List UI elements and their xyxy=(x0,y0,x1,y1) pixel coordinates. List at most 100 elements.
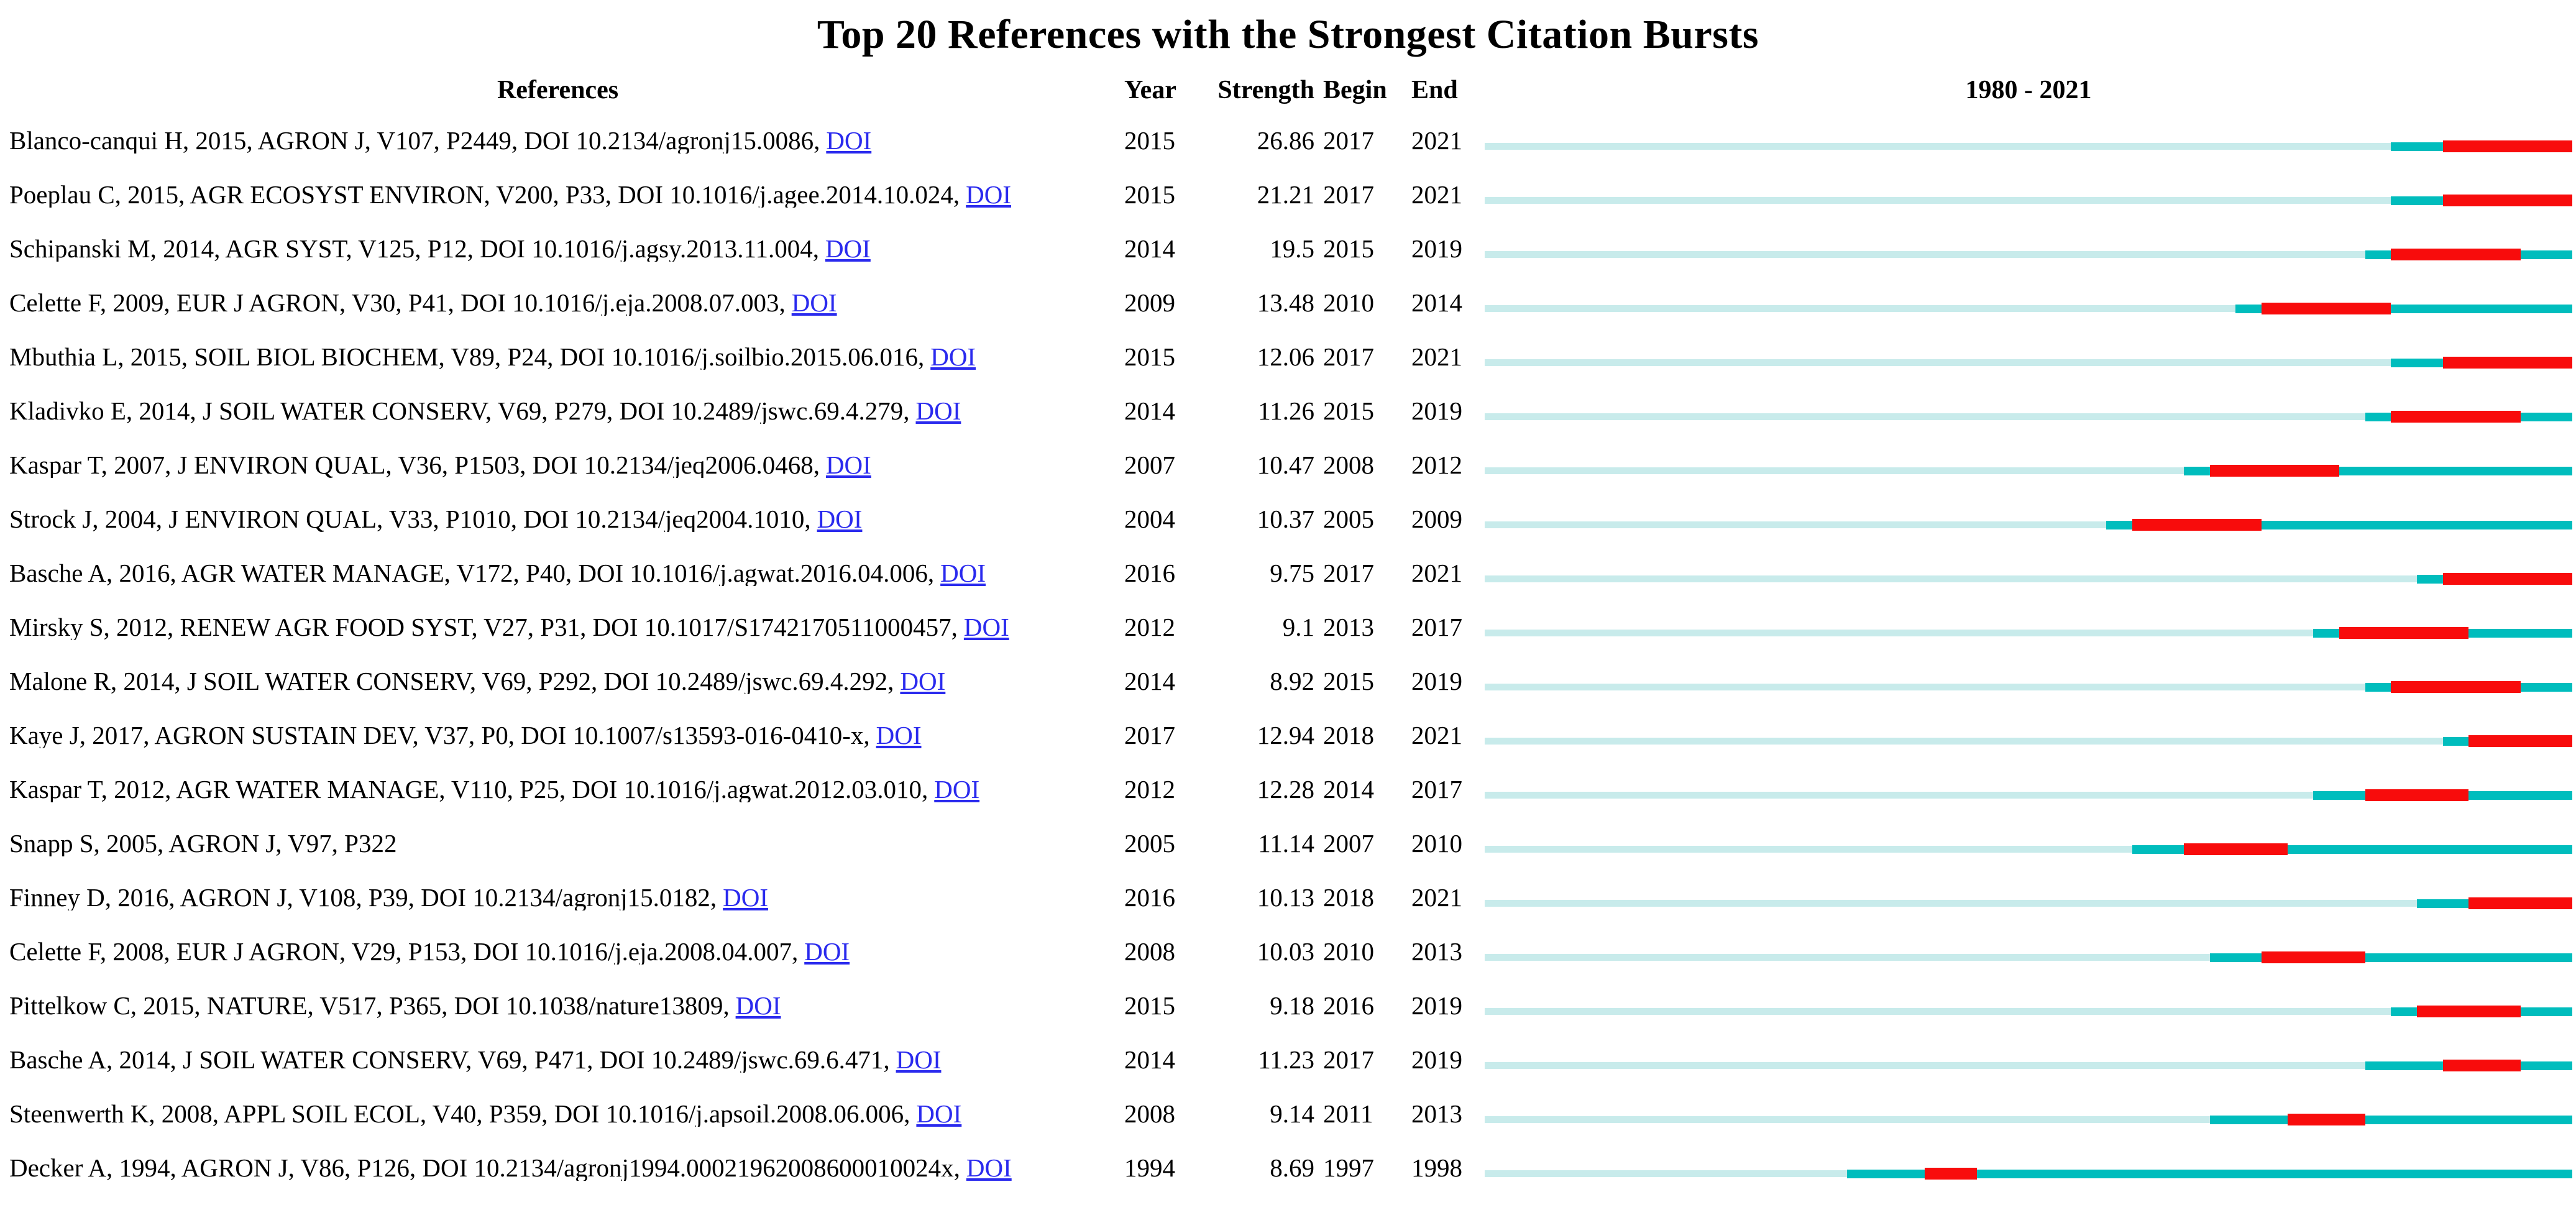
strength-cell: 10.47 xyxy=(1257,451,1314,480)
begin-cell: 2007 xyxy=(1323,829,1374,858)
doi-link[interactable]: DOI xyxy=(916,1101,962,1127)
citation-burst-bar xyxy=(1485,735,2572,748)
end-cell: 2021 xyxy=(1411,126,1462,155)
doi-link[interactable]: DOI xyxy=(876,723,922,749)
column-header-year: Year xyxy=(1124,76,1176,105)
reference-text: Kladivko E, 2014, J SOIL WATER CONSERV, … xyxy=(9,398,910,424)
strength-cell: 10.37 xyxy=(1257,505,1314,534)
begin-cell: 2016 xyxy=(1323,991,1374,1020)
pre-publication-segment xyxy=(1485,846,2132,853)
doi-link[interactable]: DOI xyxy=(940,561,986,587)
citation-burst-bar xyxy=(1485,1006,2572,1018)
citation-burst-bar xyxy=(1485,843,2572,856)
doi-link[interactable]: DOI xyxy=(825,452,871,479)
post-burst-segment xyxy=(2520,682,2572,692)
citation-burst-bar xyxy=(1485,249,2572,261)
pre-burst-segment xyxy=(2442,736,2469,746)
post-burst-segment xyxy=(2339,466,2572,475)
reference-text: Blanco-canqui H, 2015, AGRON J, V107, P2… xyxy=(9,128,820,154)
burst-segment xyxy=(2261,303,2391,315)
doi-link[interactable]: DOI xyxy=(723,885,769,911)
year-cell: 2012 xyxy=(1124,775,1175,804)
pre-burst-segment xyxy=(1847,1169,1925,1178)
doi-link[interactable]: DOI xyxy=(791,290,837,316)
timeline-cell xyxy=(1476,351,2576,369)
reference-text: Celette F, 2009, EUR J AGRON, V30, P41, … xyxy=(9,290,786,316)
timeline-cell xyxy=(1476,405,2576,423)
timeline-cell xyxy=(1476,1162,2576,1180)
doi-link[interactable]: DOI xyxy=(735,993,781,1019)
pre-publication-segment xyxy=(1485,467,2184,475)
doi-link[interactable]: DOI xyxy=(963,615,1009,641)
table-row: Finney D, 2016, AGRON J, V108, P39, DOI … xyxy=(0,871,2576,925)
reference-text: Basche A, 2016, AGR WATER MANAGE, V172, … xyxy=(9,561,935,587)
reference-cell: Strock J, 2004, J ENVIRON QUAL, V33, P10… xyxy=(0,506,1116,532)
year-cell: 2016 xyxy=(1124,559,1175,588)
citation-burst-bar xyxy=(1485,140,2572,153)
doi-link[interactable]: DOI xyxy=(934,777,980,803)
burst-segment xyxy=(2391,411,2521,423)
post-burst-segment xyxy=(2287,845,2572,854)
end-cell: 2021 xyxy=(1411,721,1462,750)
table-row: Kaspar T, 2007, J ENVIRON QUAL, V36, P15… xyxy=(0,438,2576,492)
timeline-cell xyxy=(1476,189,2576,207)
reference-cell: Malone R, 2014, J SOIL WATER CONSERV, V6… xyxy=(0,669,1116,694)
year-cell: 2009 xyxy=(1124,288,1175,318)
year-cell: 2014 xyxy=(1124,396,1175,426)
citation-burst-bar xyxy=(1485,627,2572,639)
year-cell: 2014 xyxy=(1124,234,1175,264)
table-row: Strock J, 2004, J ENVIRON QUAL, V33, P10… xyxy=(0,492,2576,546)
reference-cell: Poeplau C, 2015, AGR ECOSYST ENVIRON, V2… xyxy=(0,182,1116,208)
doi-link[interactable]: DOI xyxy=(915,398,961,424)
timeline-cell xyxy=(1476,1054,2576,1072)
doi-link[interactable]: DOI xyxy=(896,1047,942,1073)
citation-burst-bar xyxy=(1485,573,2572,585)
reference-cell: Celette F, 2008, EUR J AGRON, V29, P153,… xyxy=(0,939,1116,965)
reference-text: Pittelkow C, 2015, NATURE, V517, P365, D… xyxy=(9,993,730,1019)
end-cell: 2019 xyxy=(1411,396,1462,426)
pre-publication-segment xyxy=(1485,197,2391,204)
pre-publication-segment xyxy=(1485,630,2314,637)
pre-publication-segment xyxy=(1485,1008,2391,1015)
doi-link[interactable]: DOI xyxy=(826,128,872,154)
reference-cell: Finney D, 2016, AGRON J, V108, P39, DOI … xyxy=(0,885,1116,910)
doi-link[interactable]: DOI xyxy=(966,1155,1012,1181)
doi-link[interactable]: DOI xyxy=(966,182,1012,208)
pre-burst-segment xyxy=(2313,791,2365,800)
timeline-cell xyxy=(1476,135,2576,153)
table-row: Snapp S, 2005, AGRON J, V97, P322 2005 11.… xyxy=(0,817,2576,871)
citation-burst-bar xyxy=(1485,681,2572,694)
pre-burst-segment xyxy=(2365,412,2391,421)
doi-link[interactable]: DOI xyxy=(825,236,871,262)
year-cell: 2005 xyxy=(1124,829,1175,858)
end-cell: 2017 xyxy=(1411,775,1462,804)
strength-cell: 12.28 xyxy=(1257,775,1314,804)
citation-burst-bar xyxy=(1485,1168,2572,1180)
table-header: References Year Strength Begin End 1980 … xyxy=(0,74,2576,106)
timeline-cell xyxy=(1476,567,2576,585)
doi-link[interactable]: DOI xyxy=(817,506,863,533)
doi-link[interactable]: DOI xyxy=(900,669,946,695)
burst-segment xyxy=(2132,519,2262,531)
post-burst-segment xyxy=(2261,520,2572,529)
timeline-cell xyxy=(1476,838,2576,856)
timeline-cell xyxy=(1476,621,2576,639)
reference-text: Basche A, 2014, J SOIL WATER CONSERV, V6… xyxy=(9,1047,890,1073)
burst-segment xyxy=(2442,140,2572,153)
burst-segment xyxy=(2339,627,2469,639)
year-cell: 2016 xyxy=(1124,883,1175,912)
year-cell: 2014 xyxy=(1124,1045,1175,1075)
pre-burst-segment xyxy=(2209,953,2262,962)
year-cell: 2008 xyxy=(1124,937,1175,966)
doi-link[interactable]: DOI xyxy=(930,344,976,370)
begin-cell: 2017 xyxy=(1323,1045,1374,1075)
column-header-end: End xyxy=(1411,76,1458,105)
pre-burst-segment xyxy=(2417,899,2469,908)
burst-segment xyxy=(2442,357,2572,369)
table-row: Mirsky S, 2012, RENEW AGR FOOD SYST, V27… xyxy=(0,600,2576,654)
doi-link[interactable]: DOI xyxy=(804,939,850,965)
timeline-cell xyxy=(1476,297,2576,315)
table-row: Malone R, 2014, J SOIL WATER CONSERV, V6… xyxy=(0,654,2576,708)
burst-segment xyxy=(2416,1006,2521,1018)
burst-segment xyxy=(2442,573,2572,585)
